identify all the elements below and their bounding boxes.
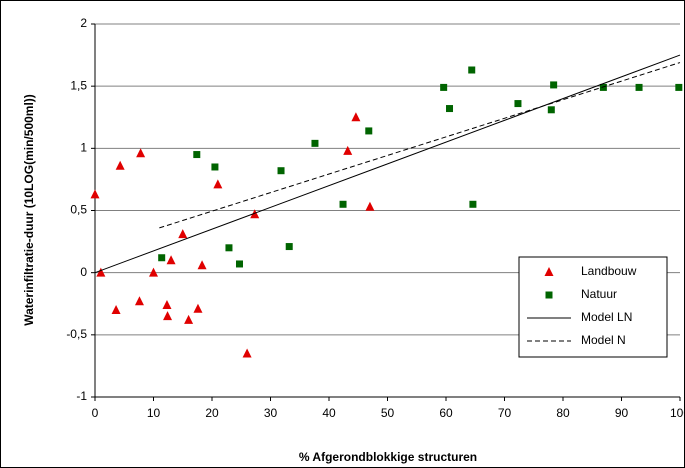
data-point xyxy=(446,105,454,113)
data-point xyxy=(163,311,173,321)
data-point xyxy=(468,66,476,74)
data-point xyxy=(365,127,373,135)
data-point xyxy=(166,255,176,265)
model-line xyxy=(94,54,681,274)
x-tick-label: 60 xyxy=(439,406,453,420)
y-tick-label: 1 xyxy=(80,141,87,155)
x-axis-label: % Afgerondblokkige structuren xyxy=(299,450,477,464)
x-tick-label: 30 xyxy=(264,406,278,420)
data-point xyxy=(599,83,607,91)
data-point xyxy=(440,83,448,91)
data-point xyxy=(211,163,219,171)
x-tick-label: 20 xyxy=(205,406,219,420)
data-point xyxy=(469,200,477,208)
data-point xyxy=(193,151,201,159)
legend-swatch xyxy=(545,291,553,299)
y-tick-label: 0 xyxy=(80,265,87,279)
x-tick-label: 50 xyxy=(381,406,395,420)
x-tick-label: 90 xyxy=(615,406,629,420)
data-point xyxy=(343,145,353,155)
data-point xyxy=(242,348,252,358)
y-tick-label: 2 xyxy=(80,16,87,30)
data-point xyxy=(635,83,643,91)
data-point xyxy=(311,139,319,147)
model-line xyxy=(159,62,681,229)
legend-box xyxy=(518,256,668,358)
data-point xyxy=(162,299,172,309)
data-point xyxy=(178,229,188,239)
y-axis-label: Waterinfiltratie-duur (10LOG(min/500ml)) xyxy=(22,94,36,326)
y-tick-label: 0,5 xyxy=(70,203,87,217)
data-point xyxy=(134,296,144,306)
data-point xyxy=(90,189,100,199)
y-tick-label: -1 xyxy=(76,389,87,403)
x-tick-label: 10 xyxy=(147,406,161,420)
data-point xyxy=(547,106,555,114)
data-point xyxy=(197,260,207,270)
data-point xyxy=(111,304,121,314)
data-point xyxy=(115,160,125,170)
data-point xyxy=(225,244,233,252)
data-point xyxy=(351,112,361,122)
data-point xyxy=(96,267,106,277)
legend-label: Model N xyxy=(581,333,626,347)
y-tick-label: -0,5 xyxy=(66,327,87,341)
y-tick-label: 1,5 xyxy=(70,78,87,92)
data-point xyxy=(339,200,347,208)
x-tick-label: 100 xyxy=(670,406,685,420)
data-point xyxy=(285,243,293,251)
data-point xyxy=(514,100,522,108)
data-point xyxy=(235,260,243,268)
legend-label: Model LN xyxy=(581,310,632,324)
data-point xyxy=(213,179,223,189)
legend-label: Natuur xyxy=(581,287,617,301)
data-point xyxy=(193,303,203,313)
x-tick-label: 40 xyxy=(322,406,336,420)
data-point xyxy=(184,314,194,324)
x-tick-label: 70 xyxy=(498,406,512,420)
data-point xyxy=(675,83,683,91)
data-point xyxy=(277,167,285,175)
data-point xyxy=(365,201,375,211)
data-point xyxy=(550,81,558,89)
data-point xyxy=(136,148,146,158)
data-point xyxy=(149,267,158,277)
x-tick-label: 80 xyxy=(556,406,570,420)
legend-swatch xyxy=(544,267,554,276)
x-tick-label: 0 xyxy=(92,406,99,420)
legend-label: Landbouw xyxy=(581,264,637,278)
data-point xyxy=(158,254,166,262)
